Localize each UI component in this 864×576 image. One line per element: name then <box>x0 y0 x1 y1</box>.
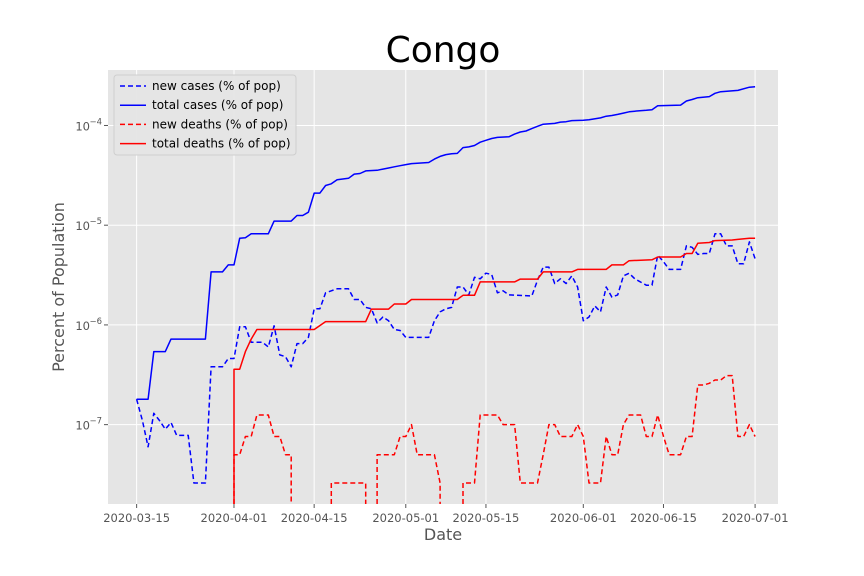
series-line-new-deaths-of-pop <box>376 423 441 504</box>
x-tick-label: 2020-06-15 <box>630 511 697 525</box>
y-tick-label: 10 <box>75 319 90 333</box>
y-tick-exponent: −5 <box>89 217 102 227</box>
legend: new cases (% of pop) total cases (% of po… <box>113 74 297 156</box>
axis-ticks: 2020-03-15 2020-04-01 2020-04-15 2020-05-01… <box>75 117 788 525</box>
y-tick-label: 10 <box>75 419 90 433</box>
x-tick-label: 2020-04-01 <box>201 511 268 525</box>
x-tick-label: 2020-04-15 <box>281 511 348 525</box>
legend-label: total cases (% of pop) <box>152 98 283 112</box>
series-line-new-cases-of-pop <box>135 233 756 484</box>
series-line-new-deaths-of-pop <box>462 374 756 504</box>
series-line-new-deaths-of-pop <box>330 482 367 504</box>
legend-label: total deaths (% of pop) <box>152 137 291 151</box>
x-tick-label: 2020-06-01 <box>550 511 617 525</box>
chart-title: Congo <box>386 30 501 71</box>
x-tick-label: 2020-03-15 <box>103 511 170 525</box>
series-line-new-deaths-of-pop <box>233 414 292 504</box>
grid <box>108 70 778 504</box>
legend-label: new deaths (% of pop) <box>152 117 288 131</box>
series-lines <box>135 85 756 504</box>
y-tick-exponent: −6 <box>89 317 102 327</box>
y-tick-label: 10 <box>75 219 90 233</box>
x-tick-label: 2020-05-15 <box>453 511 520 525</box>
x-axis-label: Date <box>424 525 462 544</box>
y-tick-exponent: −7 <box>89 417 102 427</box>
legend-label: new cases (% of pop) <box>152 79 281 93</box>
series-line-total-deaths-of-pop <box>233 237 756 504</box>
y-tick-exponent: −4 <box>89 117 102 127</box>
x-tick-label: 2020-07-01 <box>722 511 789 525</box>
y-axis-label: Percent of Population <box>49 202 68 372</box>
x-tick-label: 2020-05-01 <box>372 511 439 525</box>
legend-box <box>113 74 297 156</box>
y-tick-label: 10 <box>75 119 90 133</box>
series-line-total-cases-of-pop <box>136 85 756 400</box>
